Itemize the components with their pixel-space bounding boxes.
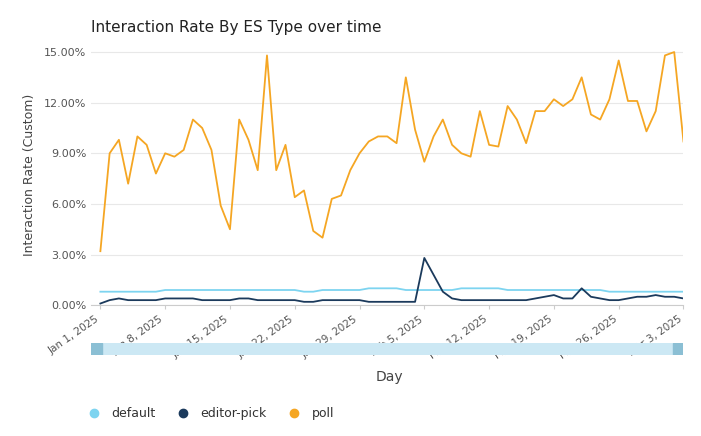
Bar [673,343,683,355]
Text: Day: Day [375,370,403,384]
Y-axis label: Interaction Rate (Custom): Interaction Rate (Custom) [22,93,36,255]
Legend: default, editor-pick, poll: default, editor-pick, poll [76,402,339,426]
Text: Interaction Rate By ES Type over time: Interaction Rate By ES Type over time [91,20,381,35]
Bar [91,343,102,355]
